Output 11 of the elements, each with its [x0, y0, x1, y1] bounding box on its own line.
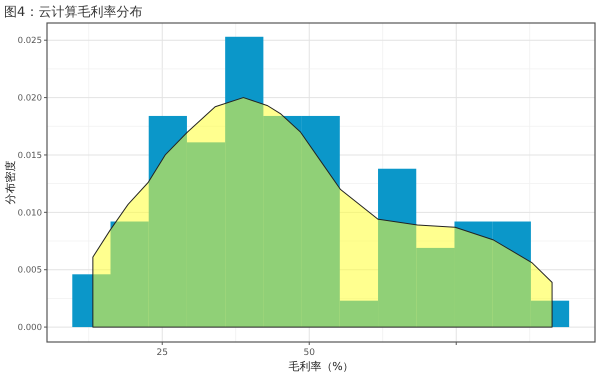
x-tick-label: 50 — [304, 348, 316, 358]
y-tick-label: 0.015 — [18, 150, 42, 161]
x-axis-title: 毛利率（%） — [288, 360, 354, 373]
x-tick-label: 25 — [156, 348, 168, 358]
y-axis-title: 分布密度 — [4, 160, 17, 204]
y-tick-label: 0.010 — [18, 208, 42, 218]
y-tick-label: 0.005 — [18, 266, 42, 276]
y-tick-label: 0.020 — [18, 94, 42, 104]
y-tick-label: 0.000 — [18, 323, 42, 334]
y-tick-label: 0.025 — [18, 36, 42, 46]
chart-title: 图4：云计算毛利率分布 — [4, 4, 142, 20]
